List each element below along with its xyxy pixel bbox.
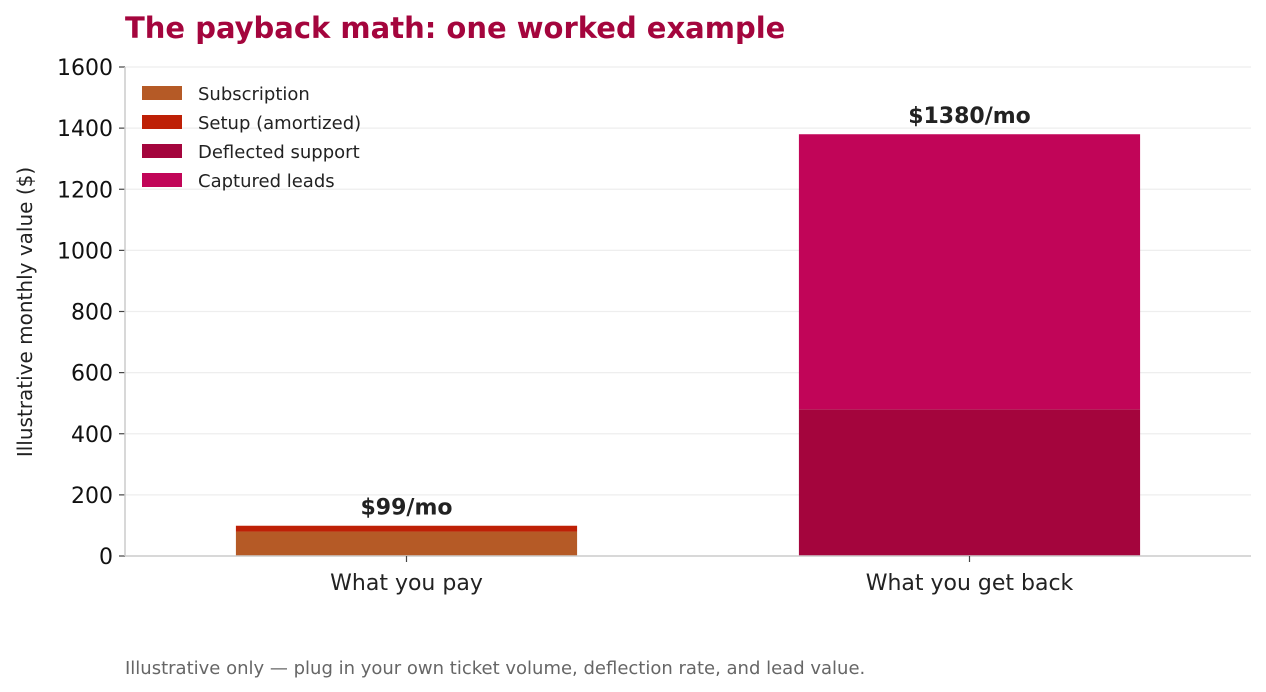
y-tick-label: 1200 [57, 178, 113, 203]
bar-segment [235, 525, 578, 532]
x-tick-label: What you pay [330, 571, 483, 596]
total-label: $1380/mo [908, 104, 1031, 129]
legend-entry: Deflected support [198, 142, 360, 163]
legend-entry: Subscription [198, 84, 310, 105]
legend-entry: Captured leads [198, 171, 335, 192]
legend-swatch [142, 115, 182, 129]
y-tick-label: 1400 [57, 117, 113, 142]
y-tick-label: 200 [71, 484, 113, 509]
footnote: Illustrative only — plug in your own tic… [125, 658, 865, 679]
y-tick-label: 400 [71, 423, 113, 448]
legend-entry: Setup (amortized) [198, 113, 361, 134]
legend-swatch [142, 173, 182, 187]
bar-segment [798, 134, 1141, 410]
y-tick-label: 600 [71, 362, 113, 387]
x-tick-label: What you get back [866, 571, 1074, 596]
y-tick-label: 800 [71, 301, 113, 326]
chart-title: The payback math: one worked example [125, 11, 785, 45]
bar-segment [798, 409, 1141, 556]
y-tick-label: 1600 [57, 56, 113, 81]
y-axis-label: Illustrative monthly value ($) [13, 167, 37, 457]
bar-stacks [235, 134, 1141, 556]
total-labels: $99/mo $1380/mo [361, 104, 1031, 521]
y-tick-label: 0 [99, 545, 113, 570]
axes: 0 200 400 600 800 1000 1200 1400 1600 What you pa… [57, 56, 1251, 596]
legend-swatch [142, 86, 182, 100]
y-tick-label: 1000 [57, 239, 113, 264]
legend: Subscription Setup (amortized) Deflected s… [142, 84, 361, 192]
bar-segment [235, 531, 578, 556]
legend-swatch [142, 144, 182, 158]
grid-lines [125, 66, 1251, 496]
total-label: $99/mo [361, 496, 453, 521]
